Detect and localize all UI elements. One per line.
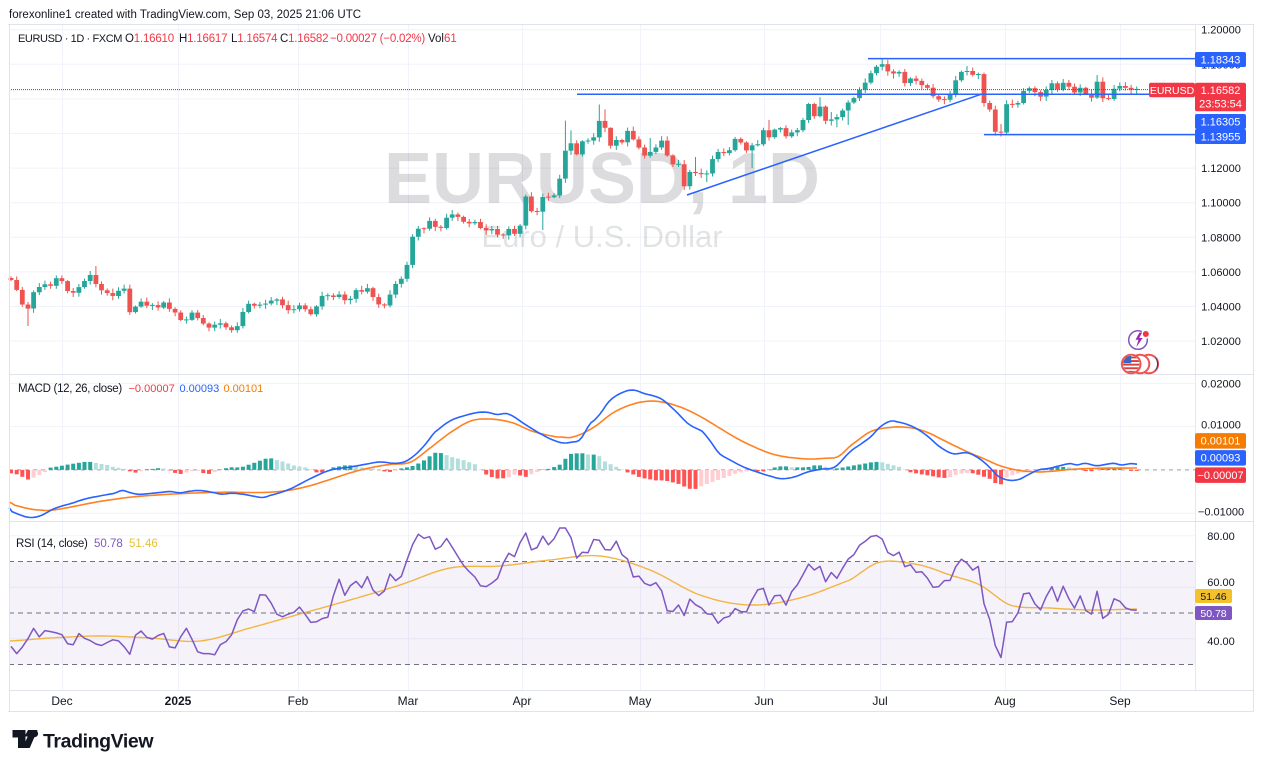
svg-text:RSI (14, close): RSI (14, close): [16, 538, 88, 550]
svg-text:1.02000: 1.02000: [1201, 336, 1241, 348]
svg-text:Aug: Aug: [994, 694, 1015, 708]
svg-text:C1.16582: C1.16582: [280, 33, 328, 45]
svg-text:O1.16610: O1.16610: [125, 33, 174, 45]
svg-text:0.01000: 0.01000: [1201, 420, 1241, 432]
svg-text:−0.00007: −0.00007: [129, 383, 175, 395]
svg-text:TradingView: TradingView: [43, 731, 154, 753]
svg-text:Vol61: Vol61: [428, 33, 457, 45]
svg-text:1.16582: 1.16582: [1201, 85, 1241, 97]
svg-text:1.12000: 1.12000: [1201, 163, 1241, 175]
svg-text:May: May: [629, 694, 652, 708]
svg-text:Jun: Jun: [754, 694, 773, 708]
svg-text:50.78: 50.78: [1200, 608, 1226, 620]
svg-text:60.00: 60.00: [1207, 577, 1235, 589]
svg-text:EURUSD, 1D: EURUSD, 1D: [384, 139, 820, 219]
svg-text:1.16305: 1.16305: [1201, 116, 1241, 128]
svg-text:1.04000: 1.04000: [1201, 302, 1241, 314]
svg-text:1.06000: 1.06000: [1201, 267, 1241, 279]
svg-text:51.46: 51.46: [1200, 591, 1226, 603]
svg-text:0.02000: 0.02000: [1201, 378, 1241, 390]
svg-text:1.18343: 1.18343: [1201, 54, 1241, 66]
svg-text:0.00093: 0.00093: [1201, 453, 1241, 465]
svg-text:Mar: Mar: [398, 694, 419, 708]
svg-text:Euro / U.S. Dollar: Euro / U.S. Dollar: [481, 219, 722, 254]
svg-text:−0.01000: −0.01000: [1198, 506, 1244, 518]
svg-text:1.13955: 1.13955: [1201, 131, 1241, 143]
svg-text:Sep: Sep: [1109, 694, 1131, 708]
svg-text:51.46: 51.46: [129, 538, 158, 550]
svg-text:80.00: 80.00: [1207, 531, 1235, 543]
svg-text:H1.16617: H1.16617: [179, 33, 227, 45]
svg-text:2025: 2025: [165, 694, 192, 708]
svg-text:1.08000: 1.08000: [1201, 232, 1241, 244]
svg-text:−0.00007: −0.00007: [1197, 470, 1243, 482]
svg-text:−0.00027 (−0.02%): −0.00027 (−0.02%): [330, 33, 425, 45]
svg-text:EURUSD: EURUSD: [1150, 85, 1195, 97]
svg-text:EURUSD · 1D · FXCM: EURUSD · 1D · FXCM: [18, 33, 122, 45]
svg-text:40.00: 40.00: [1207, 636, 1235, 648]
svg-text:Jul: Jul: [872, 694, 887, 708]
svg-text:0.00101: 0.00101: [224, 383, 264, 395]
svg-text:Feb: Feb: [288, 694, 309, 708]
svg-text:50.78: 50.78: [94, 538, 123, 550]
svg-text:23:53:54: 23:53:54: [1199, 99, 1242, 111]
svg-text:0.00101: 0.00101: [1201, 436, 1241, 448]
svg-text:Dec: Dec: [51, 694, 72, 708]
svg-text:1.20000: 1.20000: [1201, 25, 1241, 37]
svg-text:L1.16574: L1.16574: [231, 33, 278, 45]
svg-text:MACD (12, 26, close): MACD (12, 26, close): [18, 383, 122, 395]
svg-text:0.00093: 0.00093: [180, 383, 220, 395]
svg-text:forexonline1 created with Trad: forexonline1 created with TradingView.co…: [9, 9, 361, 21]
svg-text:1.10000: 1.10000: [1201, 198, 1241, 210]
svg-text:Apr: Apr: [513, 694, 532, 708]
